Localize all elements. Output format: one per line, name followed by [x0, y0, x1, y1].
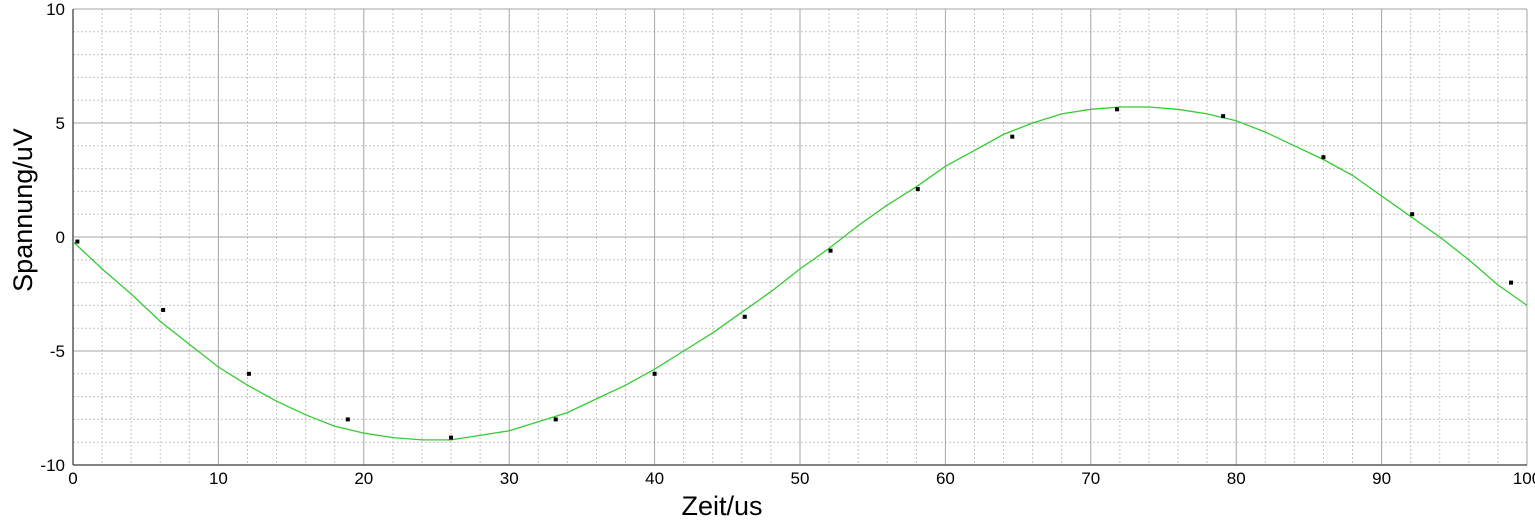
x-tick-label: 20 — [354, 469, 373, 488]
x-tick-label: 60 — [936, 469, 955, 488]
y-tick-label: 0 — [56, 228, 65, 247]
data-point — [915, 187, 920, 192]
data-point — [553, 417, 558, 422]
data-point — [1114, 107, 1119, 112]
data-point — [1410, 212, 1415, 217]
tick-labels: 0 10 20 30 40 50 60 70 80 90 100 -10 -5 0 5 10 — [40, 0, 1535, 488]
major-grid — [72, 8, 1528, 466]
data-point — [1321, 155, 1326, 160]
data-point — [75, 239, 80, 244]
y-tick-label: -5 — [50, 342, 65, 361]
y-tick-label: 5 — [56, 114, 65, 133]
y-tick-label: 10 — [46, 0, 65, 19]
data-point — [449, 435, 454, 440]
fit-curve-line — [72, 106, 1528, 441]
data-point — [246, 371, 251, 376]
x-axis-title: Zeit/us — [681, 491, 762, 521]
data-series — [72, 106, 1528, 441]
x-tick-label: 80 — [1227, 469, 1246, 488]
data-point — [1010, 134, 1015, 139]
x-tick-label: 30 — [500, 469, 519, 488]
data-point — [161, 307, 166, 312]
x-tick-label: 50 — [791, 469, 810, 488]
axes — [72, 9, 1527, 466]
x-tick-label: 100 — [1513, 469, 1535, 488]
data-point — [1221, 114, 1226, 119]
y-axis-title: Spannung/uV — [8, 128, 38, 292]
x-tick-label: 10 — [209, 469, 228, 488]
data-point — [1509, 280, 1514, 285]
x-tick-label: 0 — [68, 469, 77, 488]
data-point — [652, 371, 657, 376]
x-tick-label: 70 — [1081, 469, 1100, 488]
data-point — [742, 314, 747, 319]
x-tick-label: 40 — [645, 469, 664, 488]
y-tick-label: -10 — [40, 456, 65, 475]
data-point — [345, 417, 350, 422]
data-point — [828, 248, 833, 253]
x-tick-label: 90 — [1372, 469, 1391, 488]
